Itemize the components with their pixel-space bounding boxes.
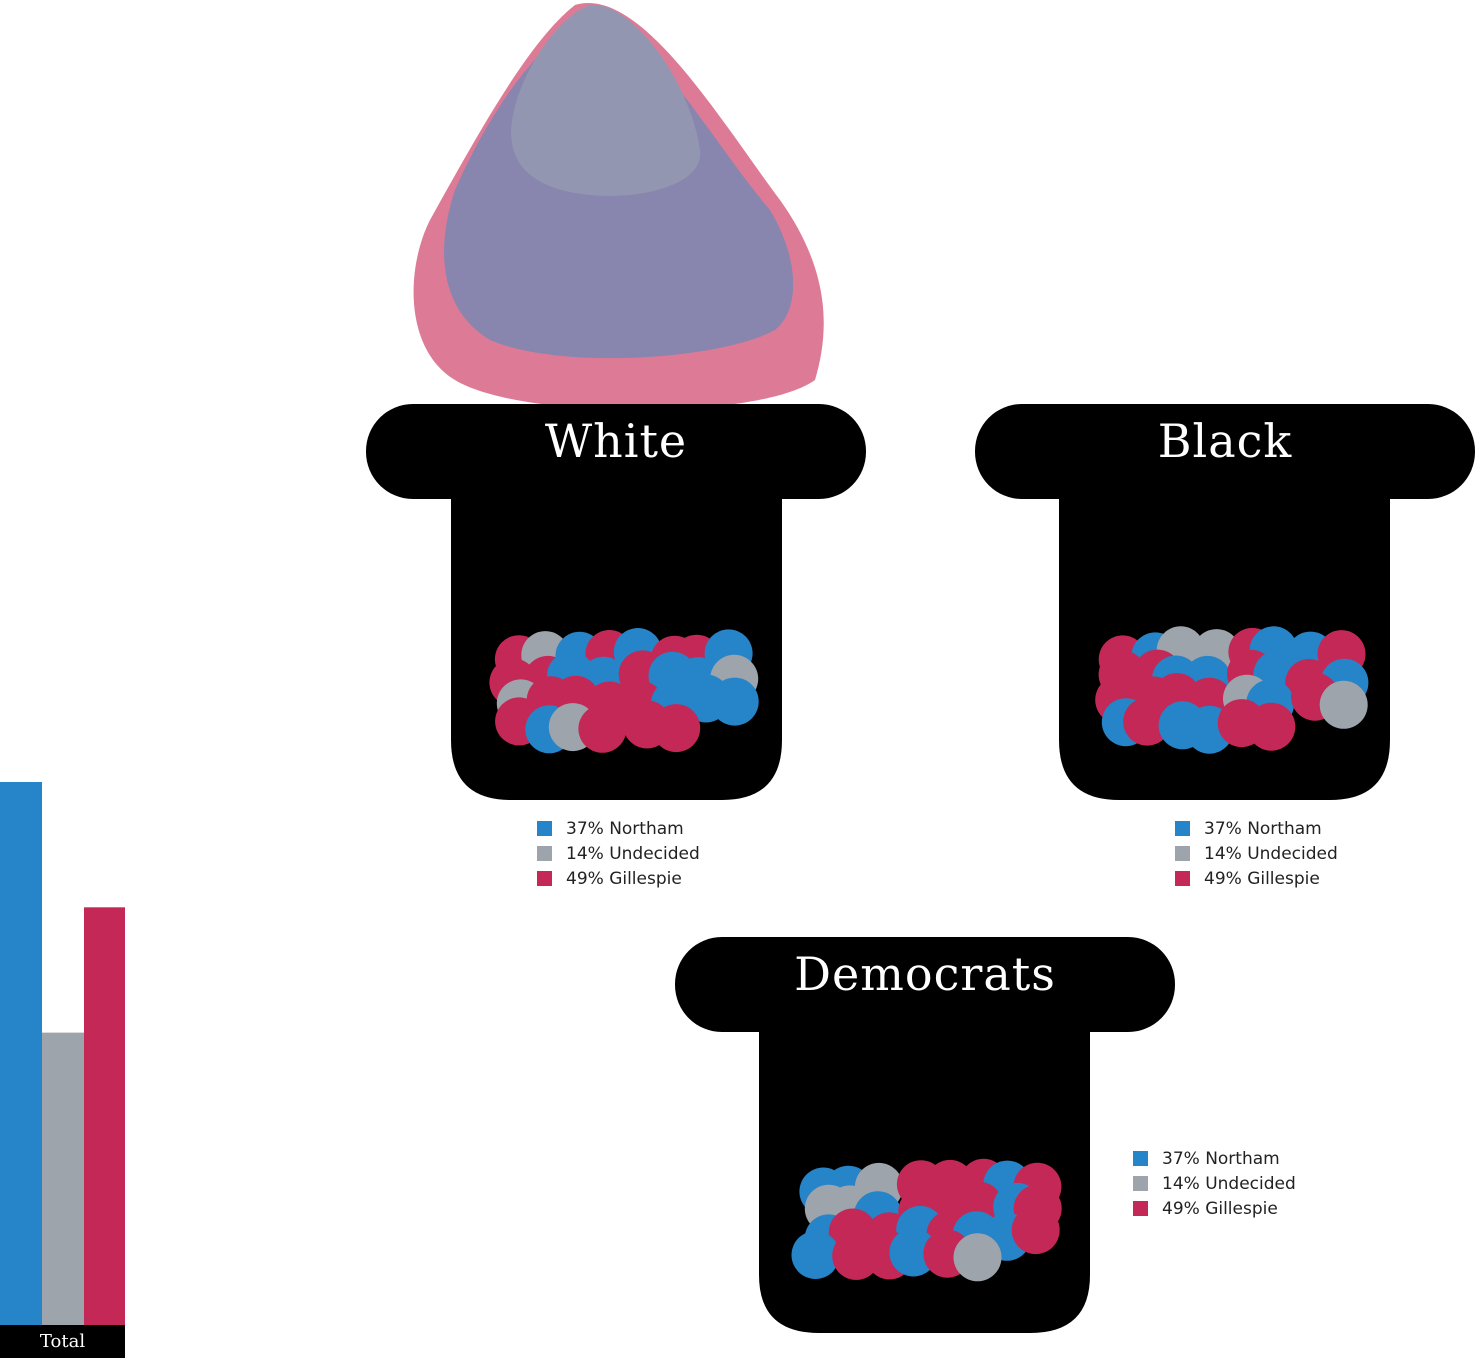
legend-white: 37% Northam 14% Undecided 49% Gillespie <box>537 816 700 891</box>
legend-black: 37% Northam 14% Undecided 49% Gillespie <box>1175 816 1338 891</box>
hat-black <box>975 404 1475 800</box>
bar-undecided <box>42 1032 84 1325</box>
legend-label: 49% Gillespie <box>1204 868 1320 889</box>
swatch-gillespie <box>1175 871 1190 886</box>
bar-gillespie <box>84 907 125 1325</box>
legend-item: 49% Gillespie <box>1133 1196 1296 1221</box>
hat-brim <box>366 404 866 499</box>
voter-dot <box>953 1233 1002 1282</box>
legend-item: 14% Undecided <box>537 841 700 866</box>
voter-dot <box>710 677 759 726</box>
legend-label: 37% Northam <box>1204 818 1322 839</box>
swatch-undecided <box>1175 846 1190 861</box>
hat-democrats <box>675 937 1175 1333</box>
dot-cluster <box>791 1158 1062 1282</box>
blob-graphic <box>413 3 824 411</box>
voter-dot <box>1011 1206 1060 1255</box>
blob-top <box>511 4 701 196</box>
hat-title-white: White <box>544 414 688 468</box>
hat-title-black: Black <box>1157 414 1293 468</box>
legend-label: 49% Gillespie <box>1162 1198 1278 1219</box>
legend-label: 37% Northam <box>566 818 684 839</box>
bar-northam <box>0 782 42 1325</box>
swatch-gillespie <box>537 871 552 886</box>
hat-brim <box>975 404 1475 499</box>
legend-item: 14% Undecided <box>1133 1171 1296 1196</box>
swatch-northam <box>1133 1151 1148 1166</box>
swatch-undecided <box>1133 1176 1148 1191</box>
hat-brim <box>675 937 1175 1032</box>
legend-label: 37% Northam <box>1162 1148 1280 1169</box>
voter-dot <box>1247 702 1296 751</box>
hat-title-democrats: Democrats <box>794 947 1056 1001</box>
legend-item: 14% Undecided <box>1175 841 1338 866</box>
total-label: Total <box>0 1325 125 1358</box>
dot-cluster <box>489 628 759 754</box>
legend-democrats: 37% Northam 14% Undecided 49% Gillespie <box>1133 1146 1296 1221</box>
hat-white <box>366 404 866 800</box>
swatch-northam <box>1175 821 1190 836</box>
legend-item: 37% Northam <box>1133 1146 1296 1171</box>
legend-item: 49% Gillespie <box>537 866 700 891</box>
voter-dot <box>652 704 701 753</box>
swatch-gillespie <box>1133 1201 1148 1216</box>
legend-item: 37% Northam <box>1175 816 1338 841</box>
voter-dot <box>1319 680 1368 729</box>
total-bar-chart <box>0 782 125 1325</box>
legend-label: 14% Undecided <box>1204 843 1338 864</box>
legend-label: 14% Undecided <box>1162 1173 1296 1194</box>
dot-cluster <box>1095 626 1369 754</box>
legend-label: 14% Undecided <box>566 843 700 864</box>
voter-dot <box>832 1231 881 1280</box>
voter-dot <box>578 704 627 753</box>
voter-dot <box>889 1228 938 1277</box>
legend-item: 49% Gillespie <box>1175 866 1338 891</box>
voter-dot <box>1123 697 1172 746</box>
legend-item: 37% Northam <box>537 816 700 841</box>
swatch-northam <box>537 821 552 836</box>
voter-dot <box>791 1231 840 1279</box>
swatch-undecided <box>537 846 552 861</box>
legend-label: 49% Gillespie <box>566 868 682 889</box>
